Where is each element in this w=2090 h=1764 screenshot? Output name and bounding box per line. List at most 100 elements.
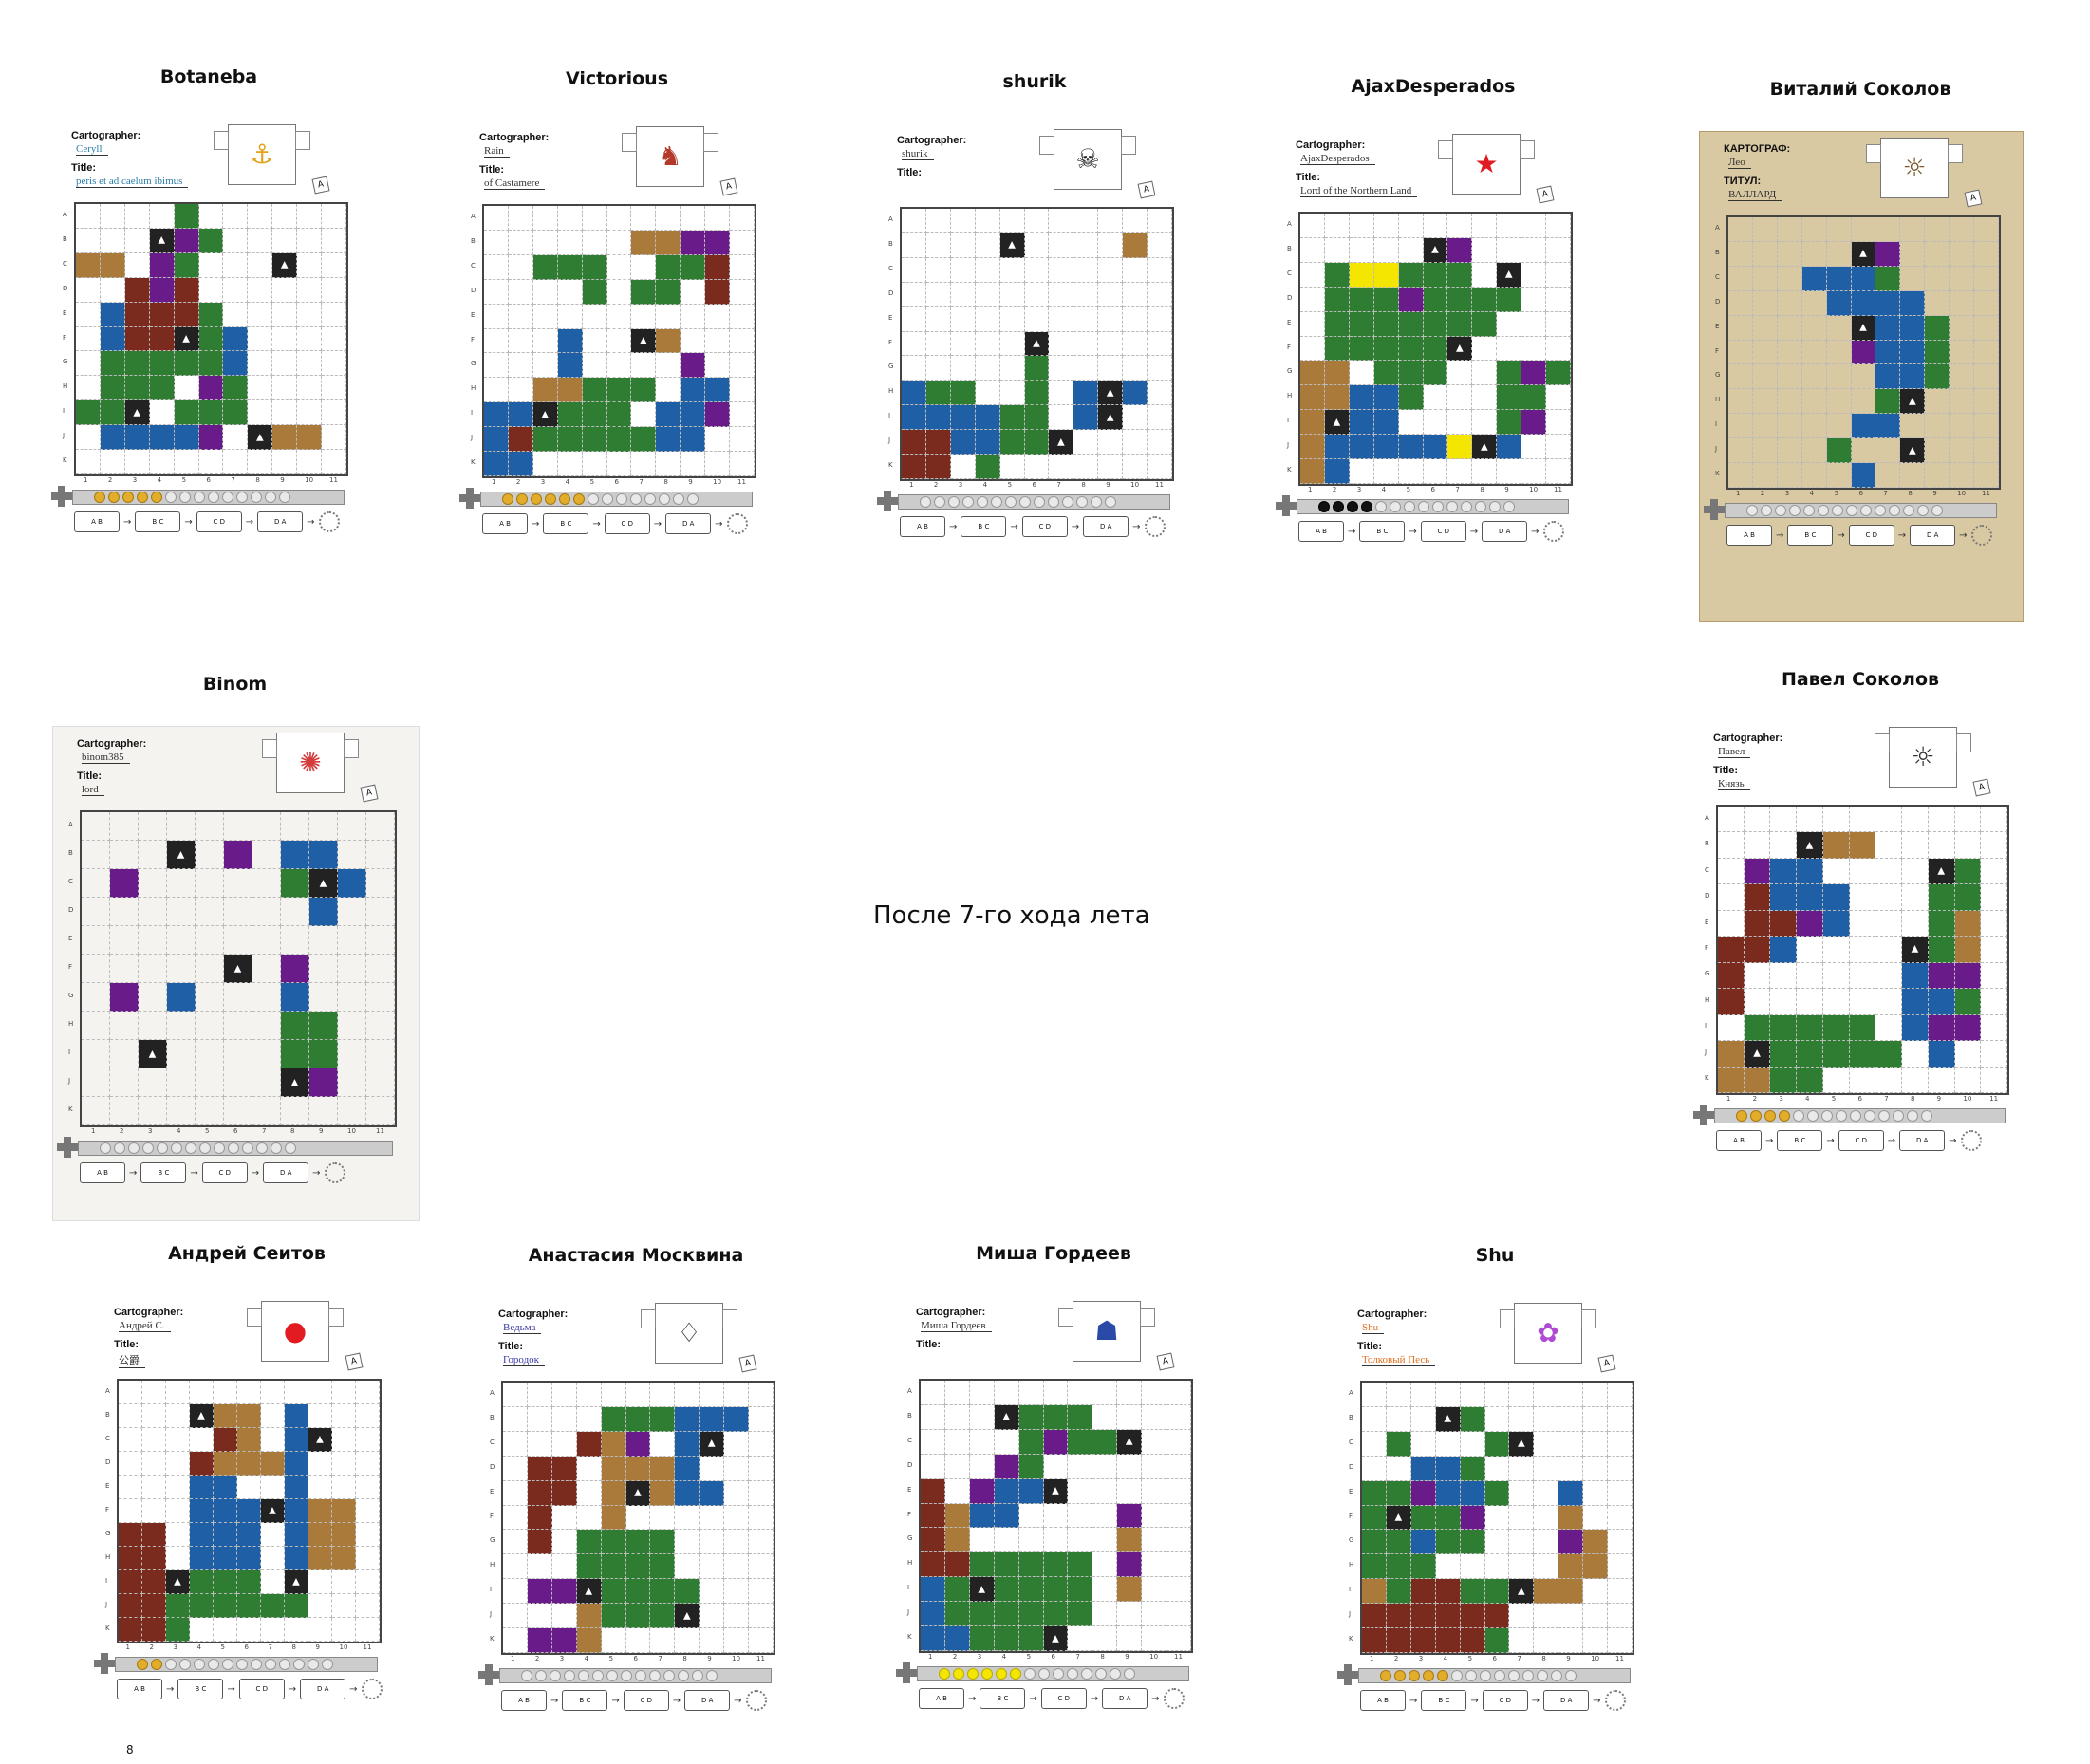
- map-cell[interactable]: [366, 1012, 395, 1040]
- coin-slot[interactable]: [128, 1142, 140, 1154]
- map-cell[interactable]: [969, 1602, 995, 1627]
- coin-slot[interactable]: [564, 1670, 575, 1681]
- map-cell[interactable]: [281, 1012, 309, 1040]
- map-cell[interactable]: [110, 955, 139, 983]
- map-cell[interactable]: [700, 1604, 725, 1629]
- map-cell[interactable]: [1900, 315, 1926, 341]
- map-cell[interactable]: [1954, 1041, 1982, 1068]
- map-cell[interactable]: [1435, 1505, 1461, 1531]
- map-cell[interactable]: [100, 351, 125, 377]
- map-cell[interactable]: [223, 425, 249, 451]
- map-cell[interactable]: [582, 254, 607, 280]
- map-cell[interactable]: ▲: [1423, 237, 1448, 263]
- map-cell[interactable]: [166, 1499, 190, 1523]
- map-cell[interactable]: [167, 1068, 196, 1097]
- map-cell[interactable]: [196, 955, 224, 983]
- map-cell[interactable]: [1521, 287, 1547, 312]
- map-cell[interactable]: [1068, 1404, 1093, 1430]
- map-cell[interactable]: [1043, 1404, 1069, 1430]
- map-cell[interactable]: [1373, 237, 1399, 263]
- map-cell[interactable]: [1117, 1404, 1143, 1430]
- coin-slot[interactable]: [1821, 1110, 1833, 1122]
- coin-slot[interactable]: [122, 492, 134, 503]
- map-cell[interactable]: [1073, 455, 1099, 479]
- map-cell[interactable]: [508, 353, 533, 379]
- coin-slot[interactable]: [279, 492, 290, 503]
- coin-slot[interactable]: [1024, 1668, 1036, 1680]
- map-cell[interactable]: [576, 1456, 602, 1481]
- map-cell[interactable]: [656, 378, 681, 403]
- coin-slot[interactable]: [1764, 1110, 1776, 1122]
- map-cell[interactable]: [1068, 1626, 1093, 1651]
- map-cell[interactable]: [724, 1406, 750, 1432]
- map-cell[interactable]: [190, 1547, 214, 1570]
- map-cell[interactable]: [261, 1404, 285, 1428]
- season-score-box[interactable]: C D: [201, 1162, 248, 1183]
- map-cell[interactable]: [198, 450, 224, 474]
- map-cell[interactable]: [1558, 1554, 1584, 1580]
- coin-slot[interactable]: [934, 496, 945, 508]
- map-cell[interactable]: [1974, 315, 1999, 341]
- season-score-box[interactable]: B C: [140, 1162, 187, 1183]
- map-cell[interactable]: [366, 955, 395, 983]
- map-cell[interactable]: [582, 230, 607, 255]
- map-cell[interactable]: [1324, 361, 1350, 386]
- map-cell[interactable]: [675, 1530, 700, 1555]
- map-cell[interactable]: [656, 402, 681, 428]
- map-cell[interactable]: [139, 1097, 167, 1125]
- map-cell[interactable]: [332, 1428, 356, 1452]
- map-cell[interactable]: [252, 1068, 281, 1097]
- map-cell[interactable]: [1362, 1480, 1387, 1506]
- map-cell[interactable]: [1801, 463, 1827, 488]
- map-cell[interactable]: [198, 204, 224, 229]
- map-cell[interactable]: [1770, 1041, 1798, 1068]
- map-cell[interactable]: [338, 898, 366, 926]
- map-cell[interactable]: [975, 356, 1000, 381]
- map-cell[interactable]: [532, 206, 558, 231]
- map-cell[interactable]: [100, 252, 125, 278]
- coin-slot[interactable]: [692, 1670, 703, 1681]
- map-cell[interactable]: [76, 228, 101, 253]
- coin-slot[interactable]: [948, 496, 960, 508]
- map-cell[interactable]: [975, 331, 1000, 357]
- map-cell[interactable]: [297, 326, 323, 352]
- map-cell[interactable]: [681, 353, 706, 379]
- map-cell[interactable]: [1324, 287, 1350, 312]
- map-cell[interactable]: [139, 898, 167, 926]
- map-cell[interactable]: [281, 841, 309, 869]
- coin-slot[interactable]: [222, 492, 233, 503]
- map-cell[interactable]: [1608, 1604, 1633, 1629]
- coin-slot[interactable]: [1010, 1668, 1021, 1680]
- map-cell[interactable]: [248, 351, 273, 377]
- map-cell[interactable]: [1447, 410, 1473, 436]
- map-cell[interactable]: [975, 306, 1000, 332]
- map-cell[interactable]: [198, 351, 224, 377]
- map-cell[interactable]: [1849, 937, 1876, 963]
- map-cell[interactable]: [681, 304, 706, 329]
- map-cell[interactable]: [994, 1626, 1019, 1651]
- map-cell[interactable]: [1509, 1406, 1535, 1432]
- map-cell[interactable]: [994, 1602, 1019, 1627]
- map-cell[interactable]: [167, 926, 196, 955]
- map-cell[interactable]: [551, 1554, 577, 1580]
- map-cell[interactable]: [1546, 311, 1571, 337]
- coin-slot[interactable]: [635, 1670, 646, 1681]
- map-cell[interactable]: [1123, 405, 1148, 431]
- map-cell[interactable]: [1728, 389, 1753, 415]
- map-cell[interactable]: [1950, 217, 1975, 242]
- map-cell[interactable]: [1583, 1505, 1609, 1531]
- season-score-box[interactable]: B C: [961, 516, 1007, 537]
- map-cell[interactable]: [1484, 1505, 1510, 1531]
- map-cell[interactable]: [100, 450, 125, 474]
- map-cell[interactable]: [1902, 1041, 1929, 1068]
- map-cell[interactable]: [650, 1383, 676, 1407]
- coin-slot[interactable]: [137, 1659, 148, 1670]
- map-cell[interactable]: [1423, 214, 1448, 238]
- map-cell[interactable]: [1092, 1381, 1118, 1405]
- map-cell[interactable]: [1981, 1041, 2007, 1068]
- map-cell[interactable]: [1950, 364, 1975, 390]
- map-cell[interactable]: [1583, 1406, 1609, 1432]
- coin-slot[interactable]: [659, 493, 670, 505]
- map-cell[interactable]: [1410, 1530, 1436, 1555]
- map-cell[interactable]: ▲: [1744, 1041, 1771, 1068]
